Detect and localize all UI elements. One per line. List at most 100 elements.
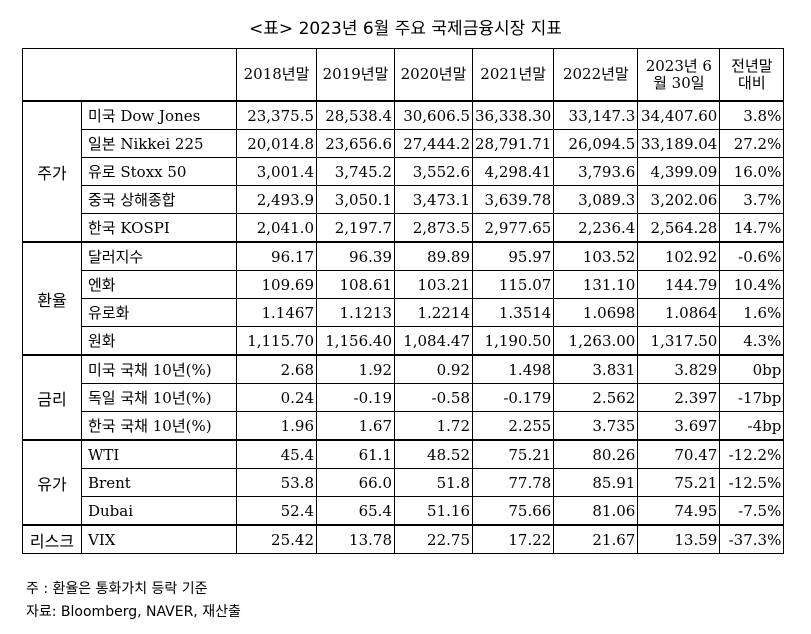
change-cell: -12.5%: [719, 468, 785, 497]
change-cell: 14.7%: [719, 213, 785, 243]
value-cell: 108.61: [316, 270, 395, 299]
change-cell: -12.2%: [719, 439, 785, 469]
value-cell: 3.831: [553, 354, 639, 384]
column-header: 2021년말: [471, 48, 555, 102]
row-label: Brent: [81, 468, 237, 497]
value-cell: 2,873.5: [394, 213, 473, 243]
column-header: 2023년 6월 30일: [637, 48, 721, 102]
row-label: 유로 Stoxx 50: [81, 157, 237, 186]
change-cell: 1.6%: [719, 298, 785, 327]
value-cell: 3,001.4: [236, 157, 317, 186]
value-cell: 3,473.1: [394, 185, 473, 214]
value-cell: 1.3514: [471, 298, 555, 327]
value-cell: 3,552.6: [394, 157, 473, 186]
value-cell: 1.72: [394, 411, 473, 441]
table-row: 금리 미국 국채 10년(%) 2.68 1.92 0.92 1.498 3.831 3.82…: [22, 354, 785, 441]
table-row: 주가 미국 Dow Jones 23,375.5 28,538.4 30,606.5 36…: [22, 100, 785, 243]
change-cell: 3.7%: [719, 185, 785, 214]
value-cell: 20,014.8: [236, 129, 317, 158]
row-label: WTI: [81, 439, 237, 469]
value-cell: 75.21: [637, 468, 721, 497]
table-row: 유가 WTI 45.4 61.1 48.52 75.21 80.26 70.47 -12.2%: [22, 439, 785, 526]
value-cell: 33,147.3: [553, 100, 639, 130]
change-cell: -0.6%: [719, 241, 785, 271]
footnote-source: 자료: Bloomberg, NAVER, 재산출: [26, 604, 241, 620]
value-cell: 2.397: [637, 383, 721, 412]
value-cell: 96.17: [236, 241, 317, 271]
value-cell: 23,656.6: [316, 129, 395, 158]
value-cell: 26,094.5: [553, 129, 639, 158]
value-cell: 74.95: [637, 496, 721, 526]
table-row: 유로 Stoxx 50 3,001.4 3,745.2 3,552.6 4,298.41…: [23, 157, 785, 186]
value-cell: -0.179: [471, 383, 555, 412]
value-cell: 1.67: [316, 411, 395, 441]
table-row: 유로화 1.1467 1.1213 1.2214 1.3514 1.0698 1.0864 1…: [23, 298, 785, 327]
row-label: Dubai: [81, 496, 237, 526]
value-cell: 1.2214: [394, 298, 473, 327]
value-cell: 25.42: [236, 524, 317, 554]
value-cell: 27,444.2: [394, 129, 473, 158]
change-cell: -7.5%: [719, 496, 785, 526]
column-header: 2022년말: [553, 48, 639, 102]
group-label: 주가: [22, 100, 82, 243]
row-label: 한국 KOSPI: [81, 213, 237, 243]
value-cell: 22.75: [394, 524, 473, 554]
value-cell: 131.10: [553, 270, 639, 299]
value-cell: 17.22: [471, 524, 555, 554]
column-header: 2020년말: [394, 48, 473, 102]
row-label: 엔화: [81, 270, 237, 299]
group-label: 금리: [22, 354, 82, 441]
change-cell: 4.3%: [719, 326, 785, 356]
value-cell: 75.66: [471, 496, 555, 526]
value-cell: 3.735: [553, 411, 639, 441]
value-cell: 53.8: [236, 468, 317, 497]
change-cell: 16.0%: [719, 157, 785, 186]
value-cell: 2.255: [471, 411, 555, 441]
value-cell: 34,407.60: [637, 100, 721, 130]
value-cell: 2,197.7: [316, 213, 395, 243]
row-label: 일본 Nikkei 225: [81, 129, 237, 158]
row-label: 중국 상해종합: [81, 185, 237, 214]
value-cell: 2,564.28: [637, 213, 721, 243]
value-cell: 1,317.50: [637, 326, 721, 356]
value-cell: 3.697: [637, 411, 721, 441]
value-cell: 51.16: [394, 496, 473, 526]
change-cell: -4bp: [719, 411, 785, 441]
value-cell: 4,298.41: [471, 157, 555, 186]
value-cell: 13.59: [637, 524, 721, 554]
value-cell: 95.97: [471, 241, 555, 271]
value-cell: 4,399.09: [637, 157, 721, 186]
value-cell: 96.39: [316, 241, 395, 271]
table-row: 독일 국채 10년(%) 0.24 -0.19 -0.58 -0.179 2.562 2.3…: [23, 383, 785, 412]
value-cell: 1,084.47: [394, 326, 473, 356]
value-cell: 30,606.5: [394, 100, 473, 130]
value-cell: 3.829: [637, 354, 721, 384]
value-cell: 0.92: [394, 354, 473, 384]
value-cell: 23,375.5: [236, 100, 317, 130]
value-cell: 2,493.9: [236, 185, 317, 214]
value-cell: 1,156.40: [316, 326, 395, 356]
change-cell: 27.2%: [719, 129, 785, 158]
column-header: 2018년말: [236, 48, 317, 102]
value-cell: 33,189.04: [637, 129, 721, 158]
value-cell: 1,263.00: [553, 326, 639, 356]
table-title: <표> 2023년 6월 주요 국제금융시장 지표: [249, 19, 562, 39]
change-cell: 3.8%: [719, 100, 785, 130]
value-cell: 1.498: [471, 354, 555, 384]
value-cell: 89.89: [394, 241, 473, 271]
value-cell: 1,115.70: [236, 326, 317, 356]
value-cell: 1.96: [236, 411, 317, 441]
table-row: 원화 1,115.70 1,156.40 1,084.47 1,190.50 1,263.…: [23, 326, 785, 356]
table-row: 환율 달러지수 96.17 96.39 89.89 95.97 103.52 102.92 -0…: [22, 241, 785, 356]
row-label: 미국 Dow Jones: [81, 100, 237, 130]
value-cell: 48.52: [394, 439, 473, 469]
value-cell: 2.562: [553, 383, 639, 412]
row-label: 한국 국채 10년(%): [81, 411, 237, 441]
value-cell: 21.67: [553, 524, 639, 554]
value-cell: 52.4: [236, 496, 317, 526]
value-cell: 1.1467: [236, 298, 317, 327]
change-cell: 10.4%: [719, 270, 785, 299]
footnotes: 주 : 환율은 통화가치 등락 기준 자료: Bloomberg, NAVER,…: [26, 578, 241, 624]
value-cell: 1.92: [316, 354, 395, 384]
market-indicators-table: 2018년말 2019년말 2020년말 2021년말 2022년말 2023년…: [22, 48, 785, 554]
